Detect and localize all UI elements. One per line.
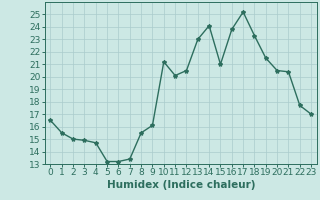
X-axis label: Humidex (Indice chaleur): Humidex (Indice chaleur) bbox=[107, 180, 255, 190]
